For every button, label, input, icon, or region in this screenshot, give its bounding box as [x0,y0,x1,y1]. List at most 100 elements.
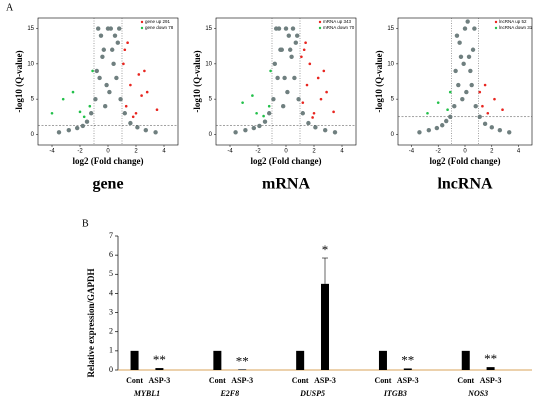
point [466,54,472,60]
point [316,76,320,80]
point [456,82,461,88]
point [300,111,305,116]
point [470,47,476,52]
x-tick-label: 0 [463,149,467,155]
point [426,127,432,133]
point [88,104,92,108]
y-tick-label: 5 [209,97,213,103]
bar [296,350,305,370]
y-tick-label: 15 [27,26,34,32]
point [89,111,94,116]
point [124,104,128,108]
y-tick-label: 10 [387,61,394,67]
point [332,130,338,135]
x-tick-label: -4 [227,149,233,155]
point [98,33,104,38]
point [140,94,143,97]
legend-label: mRNA down 70 [323,25,355,30]
plot-frame [397,17,533,146]
point [275,75,280,81]
bar [403,368,412,370]
point [477,114,482,119]
point [61,97,65,101]
y-tick-label: 10 [27,61,34,67]
y-tick-label: 6 [109,250,113,259]
x-axis-label: log2 (Fold change) [430,156,501,166]
point [135,125,140,130]
point [325,90,328,94]
legend-label: mRNA up 343 [323,19,352,24]
point [453,68,458,74]
point [319,97,323,101]
point [507,130,512,135]
x-tick-label: -4 [49,149,55,155]
bar [155,368,164,370]
legend-label: lncRNA up 52 [499,19,527,24]
point [111,61,116,67]
point [289,54,294,60]
point [143,127,148,133]
point [82,115,86,119]
point [278,47,283,52]
point [267,111,272,116]
point [285,89,290,95]
panel-subtitle: gene [92,176,123,193]
point [155,108,159,112]
point [302,48,306,52]
legend-marker [318,20,322,24]
point [457,40,462,45]
bar [321,283,329,370]
point [110,47,115,52]
x-tick-label: MYBL1 [133,389,160,398]
x-tick-label: DUSP5 [299,389,325,398]
point [482,121,488,127]
y-axis-label: -log10 (Q-value) [374,50,384,112]
point [461,61,466,67]
legend-label: gene up 291 [145,19,171,24]
point [114,75,119,81]
bar [238,369,247,370]
y-tick-label: 2 [109,327,113,336]
point [75,125,80,131]
y-tick-label: 0 [109,365,113,374]
point [84,119,90,124]
y-tick-label: 15 [387,26,394,32]
point [71,90,75,94]
x-tick-label: 0 [106,149,110,155]
point [97,75,102,81]
point [501,108,504,112]
y-tick-label: 0 [31,132,35,138]
point [251,94,254,97]
legend-marker [140,26,144,30]
y-tick-label: 15 [205,26,212,32]
point [417,130,422,135]
point [323,127,328,133]
bar [461,350,470,370]
point [306,120,311,126]
panel-label: A [6,2,14,13]
panel-label: B [82,218,89,229]
point [281,103,286,109]
point [448,114,453,119]
x-tick-label: E2F8 [219,389,239,398]
point [444,118,449,124]
point [131,115,135,119]
y-tick-label: 5 [31,97,35,103]
point [122,111,128,116]
x-tick-label: -2 [436,149,442,155]
point [269,69,272,73]
x-tick-label: ITGB3 [383,389,407,398]
point [469,82,474,88]
significance: ** [153,352,166,367]
significance: * [322,242,329,257]
point [129,83,132,87]
point [78,110,82,114]
point [93,96,98,102]
point [233,130,238,135]
point [241,101,244,104]
point [311,116,314,119]
point [452,103,457,109]
point [126,41,129,44]
plot-frame [215,17,357,146]
